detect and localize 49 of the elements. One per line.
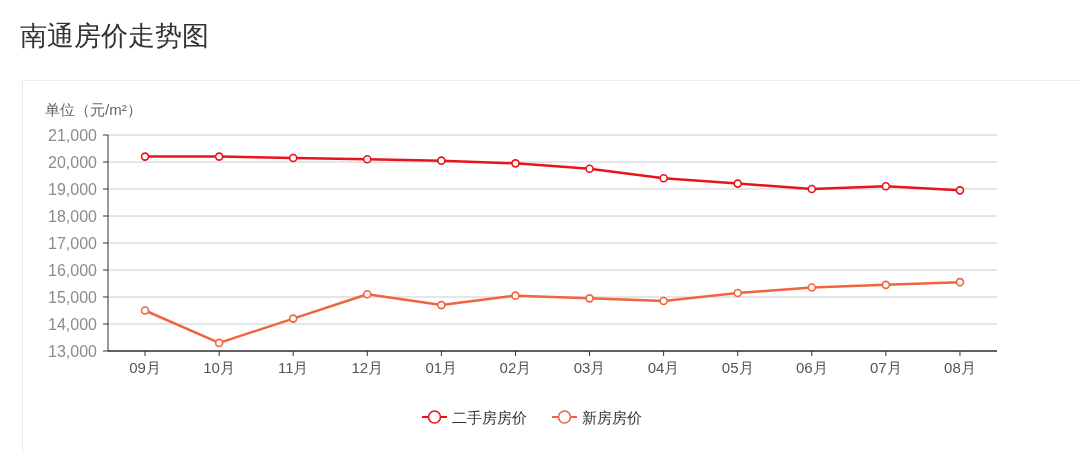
y-tick-label: 16,000	[48, 262, 98, 279]
point	[585, 164, 594, 174]
point	[437, 156, 446, 165]
point	[288, 314, 298, 323]
x-tick-label: 11月	[277, 359, 309, 376]
x-tick-label: 02月	[499, 359, 532, 376]
x-tick-label: 06月	[795, 359, 828, 376]
point	[733, 179, 743, 188]
point	[214, 338, 224, 348]
point	[807, 283, 817, 292]
y-tick-label: 13,000	[48, 343, 98, 360]
y-tick-label: 14,000	[48, 316, 98, 333]
y-tick-label: 20,000	[48, 154, 98, 171]
x-tick-label: 10月	[203, 359, 235, 376]
y-tick-label: 19,000	[48, 181, 98, 198]
x-tick-label: 04月	[647, 359, 680, 376]
y-tick-label: 21,000	[48, 127, 98, 144]
point	[585, 294, 594, 303]
x-tick-label: 07月	[870, 359, 902, 376]
x-tick-label: 09月	[129, 359, 161, 376]
point	[881, 182, 891, 191]
point	[659, 173, 668, 183]
point	[511, 159, 520, 168]
point	[140, 306, 150, 315]
y-tick-label: 18,000	[48, 208, 98, 225]
chart-title: 南通房价走势图	[20, 21, 209, 51]
point	[288, 153, 298, 163]
point	[881, 280, 891, 290]
x-tick-label: 03月	[573, 359, 606, 376]
point	[511, 291, 520, 300]
point	[807, 184, 817, 194]
x-tick-label: 12月	[351, 359, 384, 376]
legend-label: 二手房房价	[452, 409, 527, 426]
x-tick-label: 08月	[944, 359, 976, 376]
point	[733, 288, 743, 298]
legend-label: 新房房价	[582, 409, 642, 426]
point	[214, 152, 224, 161]
point	[955, 277, 965, 287]
x-tick-label: 01月	[425, 359, 458, 376]
point	[955, 186, 965, 195]
point	[140, 152, 150, 161]
point	[362, 155, 372, 164]
point	[437, 300, 446, 310]
x-tick-label: 05月	[721, 359, 754, 376]
y-tick-label: 17,000	[48, 235, 98, 252]
y-tick-label: 15,000	[48, 289, 98, 306]
point	[659, 296, 668, 306]
point	[362, 290, 372, 299]
y-axis-title: 单位（元/m²）	[45, 101, 142, 118]
